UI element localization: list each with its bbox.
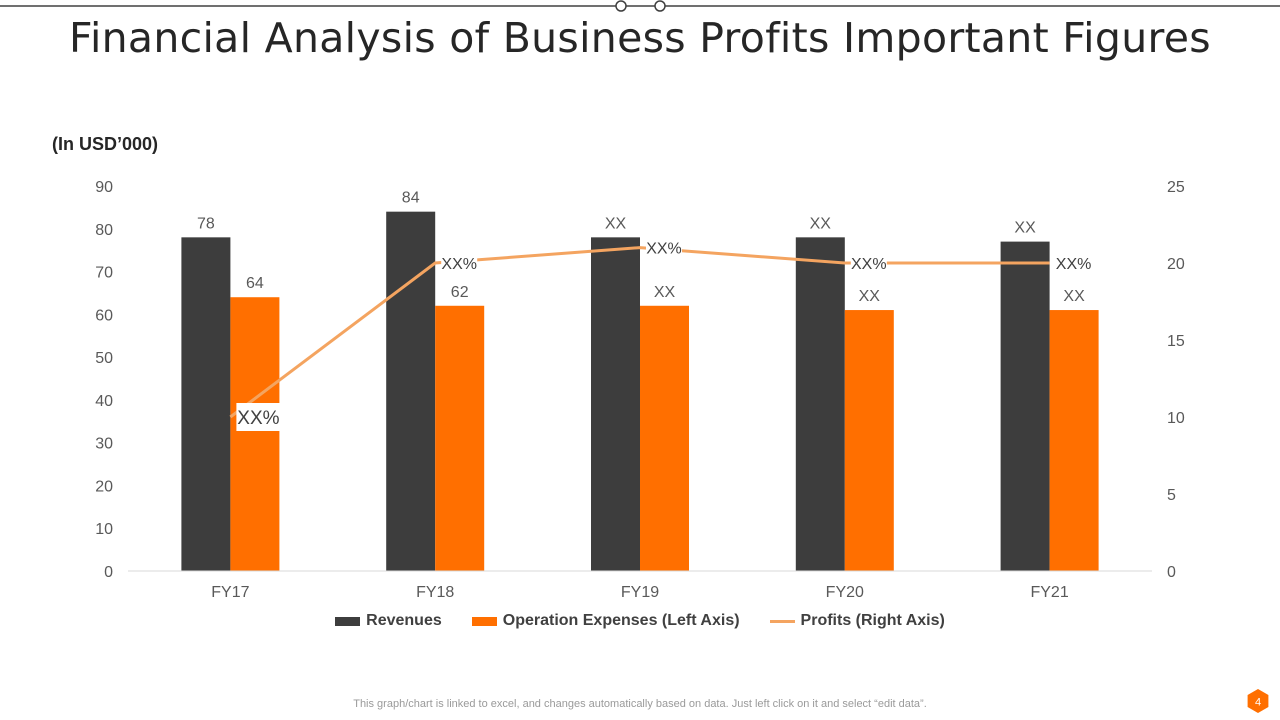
line-profits [229,246,1050,419]
y-right-tick-label: 20 [1167,256,1185,273]
bar-revenues [386,211,436,571]
page-title: Financial Analysis of Business Profits I… [69,14,1211,62]
legend-swatch-revenues [335,616,361,626]
y-left-tick-label: 60 [95,307,113,324]
data-label-operation-expenses: XX [654,284,676,301]
bar-revenues [795,237,845,572]
data-label-profits: XX% [441,256,477,273]
data-label-revenues: XX [1014,220,1036,237]
y-right-tick-label: 5 [1167,487,1176,504]
y-right-tick-label: 10 [1167,410,1185,427]
data-label-profits: XX% [646,241,682,258]
chart-legend: Revenues Operation Expenses (Left Axis) … [0,612,1280,630]
data-label-revenues: XX [605,215,627,232]
y-left-tick-label: 90 [95,179,113,196]
data-label-profits: XX% [1056,256,1092,273]
bar-revenues [181,237,231,572]
x-tick-label: FY20 [826,584,864,601]
hexagon-icon [1247,689,1269,713]
y-axis-unit-label: (In USD’000) [51,134,159,154]
bar-operation-expenses [435,305,485,571]
data-label-operation-expenses: XX [1063,288,1085,305]
data-label-profits: XX% [851,256,887,273]
bar-operation-expenses [1049,310,1099,571]
legend-item-profits: Profits (Right Axis) [769,612,945,630]
y-left-tick-label: 20 [95,478,113,495]
y-right-tick-label: 15 [1167,333,1185,350]
y-left-tick-label: 80 [95,222,113,239]
bar-revenues [591,237,640,572]
bar-operation-expenses [640,305,689,571]
data-label-revenues: XX [810,215,832,232]
x-tick-label: FY19 [621,584,659,601]
data-label-profits: XX% [237,408,279,429]
x-tick-label: FY21 [1030,584,1068,601]
legend-swatch-operation-expenses [471,616,497,626]
page-number-badge: 4 [1247,689,1269,713]
combo-chart: 0 10 20 30 40 50 60 70 80 90 0 5 10 15 20 25 78 64 FY17 84 6… [95,179,1185,601]
data-label-operation-expenses: 64 [246,275,264,292]
data-label-profits-background [236,403,281,431]
legend-swatch-profits [769,619,795,623]
footer-note: This graph/chart is linked to excel, and… [353,698,927,710]
y-left-tick-label: 50 [95,350,113,367]
bar-operation-expenses [230,297,280,571]
data-label-profits-background [646,236,682,259]
y-right-tick-label: 25 [1167,179,1185,196]
data-label-revenues: 78 [197,215,215,232]
top-divider [0,0,1280,12]
y-left-tick-label: 70 [95,265,113,282]
legend-item-operation-expenses: Operation Expenses (Left Axis) [471,612,740,630]
page-number: 4 [1255,697,1261,709]
y-left-tick-label: 0 [104,564,113,581]
x-tick-label: FY18 [416,584,454,601]
bar-revenues [1000,241,1050,571]
y-right-tick-label: 0 [1167,564,1176,581]
legend-label-profits: Profits (Right Axis) [800,612,945,629]
y-left-tick-label: 40 [95,393,113,410]
x-tick-label: FY17 [211,584,249,601]
bar-operation-expenses [844,310,894,571]
data-label-revenues: 84 [402,190,420,207]
data-label-profits-background [441,252,478,274]
data-label-operation-expenses: XX [859,288,881,305]
y-left-tick-label: 30 [95,436,113,453]
legend-item-revenues: Revenues [335,612,442,630]
legend-label-revenues: Revenues [366,612,442,629]
y-left-tick-label: 10 [95,521,113,538]
data-label-profits-background [850,252,887,274]
data-label-operation-expenses: 62 [451,284,469,301]
data-label-profits-background [1055,252,1092,274]
legend-label-operation-expenses: Operation Expenses (Left Axis) [502,612,740,629]
